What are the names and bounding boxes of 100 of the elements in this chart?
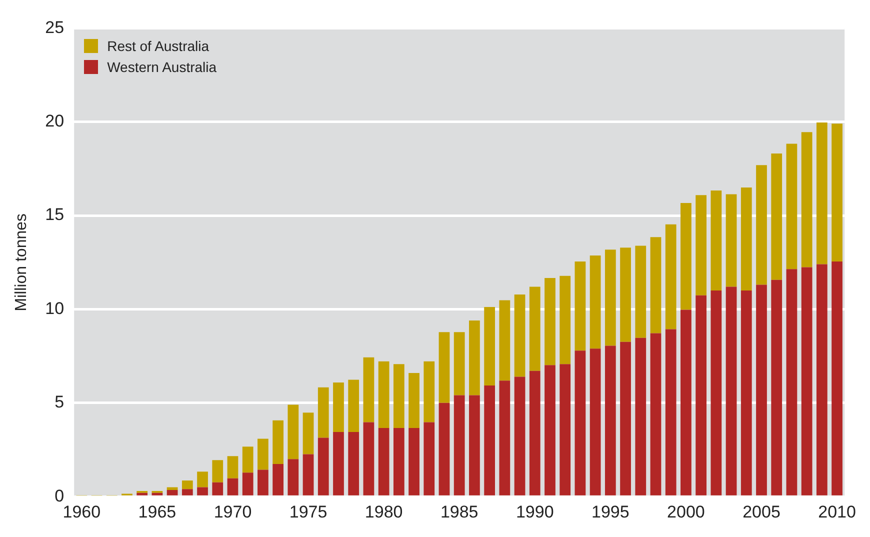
bar	[529, 286, 540, 371]
y-tick-label: 20	[45, 112, 64, 131]
bar	[333, 432, 344, 496]
bar	[740, 290, 752, 496]
bar	[816, 122, 828, 264]
bar	[771, 154, 782, 280]
bar	[272, 464, 284, 496]
legend-label: Rest of Australia	[107, 38, 210, 54]
bar	[590, 255, 601, 349]
bar	[136, 492, 148, 496]
bar	[620, 342, 631, 496]
bar	[665, 224, 676, 330]
y-axis-title: Million tonnes	[13, 213, 30, 312]
bar	[801, 267, 812, 496]
bar	[393, 364, 404, 428]
bar	[318, 438, 329, 496]
bar	[258, 438, 268, 470]
bar	[212, 460, 224, 482]
bar	[212, 482, 224, 496]
bar	[726, 194, 737, 287]
bar	[424, 422, 435, 496]
bar	[786, 144, 798, 270]
bar	[771, 280, 782, 496]
bar	[302, 454, 314, 496]
bar	[408, 428, 420, 496]
y-tick-label: 0	[54, 486, 64, 506]
bar	[302, 412, 314, 454]
bar	[348, 432, 360, 496]
bar	[544, 365, 556, 496]
bar	[454, 332, 465, 396]
x-tick-label: 1960	[62, 502, 101, 522]
bar	[166, 490, 178, 496]
bar	[242, 472, 254, 496]
bar	[197, 487, 208, 496]
bar	[484, 385, 495, 496]
bar	[288, 459, 299, 496]
bar	[288, 404, 299, 460]
bar	[696, 195, 707, 296]
bar	[710, 290, 722, 496]
bar	[650, 333, 662, 496]
bar	[499, 380, 510, 496]
bar	[363, 422, 374, 496]
bar	[514, 376, 526, 496]
x-tick-label: 1995	[592, 502, 630, 522]
x-tick-label: 1980	[364, 502, 403, 522]
bar	[650, 237, 662, 334]
bar	[710, 190, 722, 291]
bar	[227, 456, 238, 478]
y-tick-label: 10	[45, 298, 64, 318]
legend-label: Western Australia	[107, 59, 217, 76]
bar	[756, 165, 767, 285]
bar	[454, 395, 465, 496]
bar	[560, 276, 571, 364]
bar	[272, 420, 284, 464]
bar	[544, 278, 556, 366]
bar	[469, 320, 480, 396]
bar	[424, 361, 435, 422]
bar	[740, 187, 752, 291]
bar	[258, 470, 268, 496]
bar	[680, 203, 692, 310]
bar	[560, 364, 571, 496]
bar	[665, 329, 676, 496]
x-tick-label: 1965	[138, 502, 176, 522]
bar	[574, 350, 586, 496]
x-tick-label: 2000	[667, 502, 705, 522]
bar	[227, 478, 238, 496]
x-tick-label: 1990	[516, 502, 554, 522]
bar	[816, 264, 828, 496]
y-tick-label: 5	[54, 392, 64, 412]
bar	[832, 261, 842, 496]
bar	[378, 361, 390, 428]
bar	[604, 250, 616, 346]
bar	[408, 372, 420, 428]
bar	[529, 370, 540, 496]
bar	[499, 300, 510, 381]
bar	[832, 124, 842, 262]
x-tick-label: 1970	[214, 502, 252, 522]
bar	[635, 246, 646, 338]
bar	[438, 332, 450, 403]
bar	[514, 294, 526, 377]
bar	[438, 402, 450, 496]
bar	[801, 132, 812, 268]
bar	[726, 286, 737, 496]
bar	[378, 428, 390, 496]
bar	[574, 261, 586, 351]
bar	[393, 428, 404, 496]
x-tick-label: 1985	[440, 502, 478, 522]
bar	[635, 338, 646, 496]
bar	[166, 487, 178, 490]
bar	[363, 357, 374, 422]
bar	[604, 346, 616, 496]
x-tick-label: 1975	[289, 502, 328, 522]
y-tick-label: 25	[45, 18, 64, 37]
bar	[152, 492, 163, 496]
x-tick-label: 2010	[818, 502, 856, 522]
bar	[756, 284, 767, 496]
bar	[680, 310, 692, 496]
bar	[620, 248, 631, 342]
bar	[786, 269, 798, 496]
bar	[242, 446, 254, 473]
